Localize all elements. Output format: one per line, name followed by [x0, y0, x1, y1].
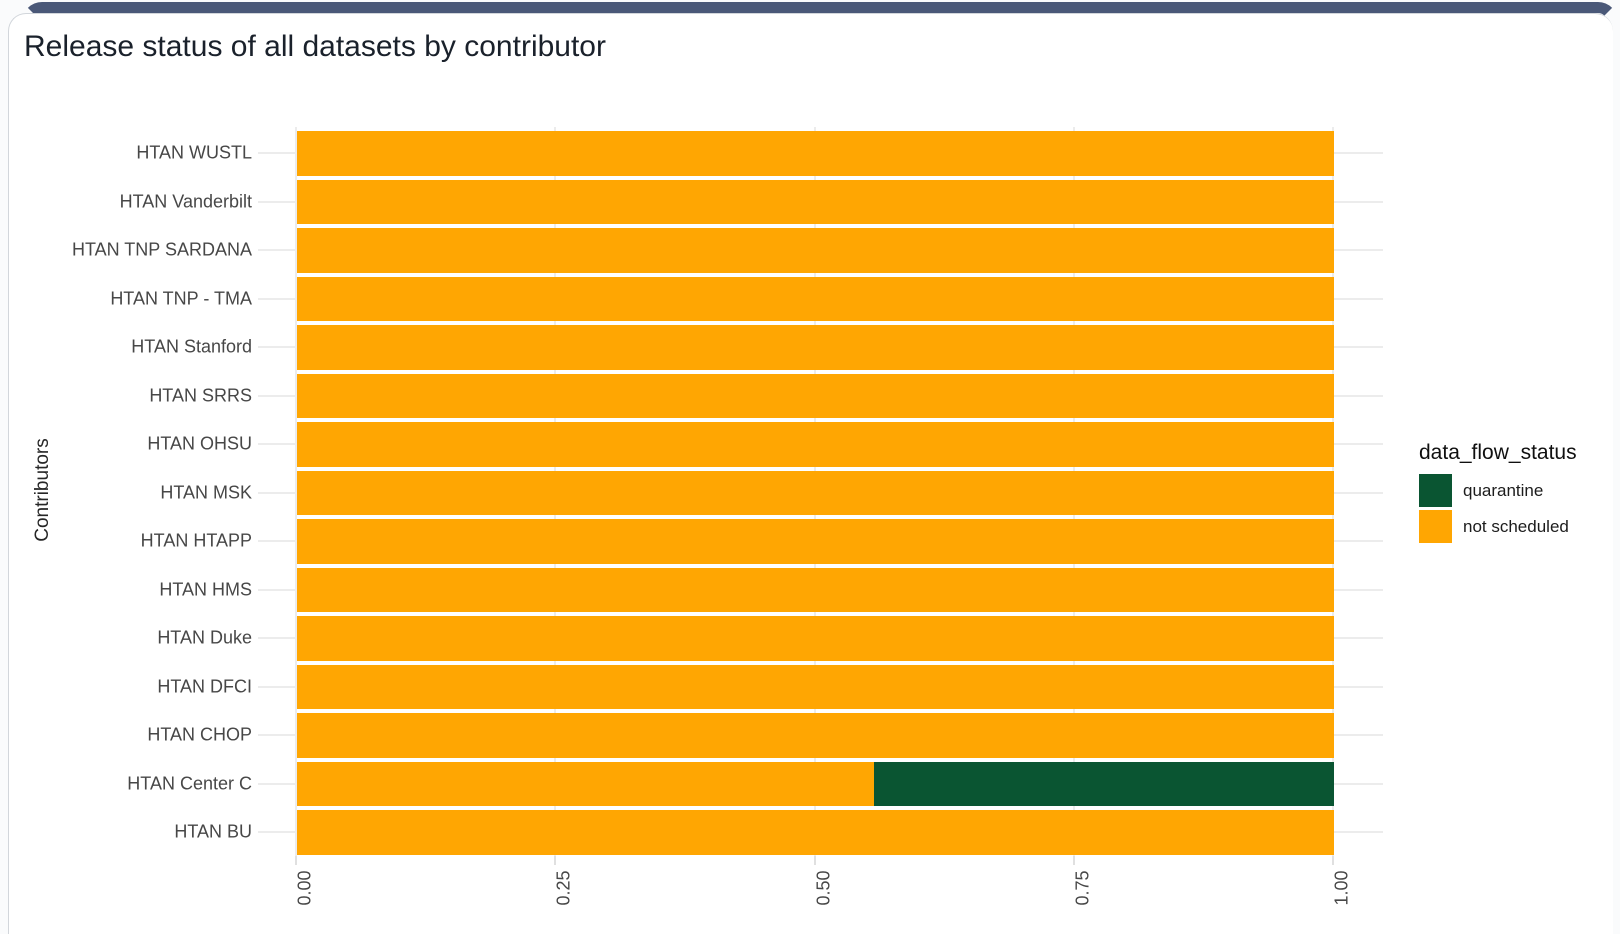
bar-segment-not-scheduled[interactable]	[297, 810, 1334, 855]
legend-entry-label: quarantine	[1463, 480, 1544, 500]
y-category-label: HTAN TNP SARDANA	[71, 239, 252, 260]
x-tick-label: 0.00	[294, 870, 315, 906]
y-category-label: HTAN SRRS	[149, 385, 252, 406]
y-category-label: HTAN HMS	[159, 579, 252, 600]
bar-segment-not-scheduled[interactable]	[297, 713, 1334, 758]
legend-entry-quarantine[interactable]: quarantine	[1419, 474, 1577, 507]
container-top-border	[22, 2, 1618, 58]
y-category-label: HTAN OHSU	[147, 433, 252, 454]
x-tick-mark	[295, 856, 297, 865]
legend-swatch-not-scheduled	[1419, 510, 1452, 543]
x-tick-mark	[1072, 856, 1075, 865]
x-tick-mark	[813, 856, 816, 865]
y-category-label: HTAN HTAPP	[140, 530, 252, 551]
bar-segment-quarantine[interactable]	[873, 761, 1334, 806]
y-category-label: HTAN Stanford	[131, 336, 252, 357]
legend-entry-not-scheduled[interactable]: not scheduled	[1419, 510, 1577, 543]
y-category-label: HTAN MSK	[160, 482, 252, 503]
bar-segment-not-scheduled[interactable]	[297, 761, 874, 806]
legend-title: data_flow_status	[1419, 441, 1577, 464]
legend: data_flow_status quarantine not scheduled	[1419, 441, 1577, 546]
y-category-label: HTAN CHOP	[147, 724, 252, 745]
x-tick-label: 0.75	[1072, 870, 1093, 906]
bar-segment-not-scheduled[interactable]	[297, 179, 1334, 224]
y-category-label: HTAN Center C	[127, 773, 252, 794]
bar-segment-not-scheduled[interactable]	[297, 664, 1334, 709]
bar-segment-not-scheduled[interactable]	[297, 616, 1334, 661]
bar-segment-not-scheduled[interactable]	[297, 470, 1334, 515]
bar-segment-not-scheduled[interactable]	[297, 567, 1334, 612]
x-tick-label: 0.25	[553, 870, 574, 906]
x-tick-label: 1.00	[1331, 870, 1352, 906]
y-category-label: HTAN DFCI	[157, 676, 252, 697]
bar-segment-not-scheduled[interactable]	[297, 519, 1334, 564]
bar-segment-not-scheduled[interactable]	[297, 422, 1334, 467]
gridline-x	[295, 127, 297, 856]
x-tick-mark	[1332, 856, 1334, 865]
y-category-label: HTAN TNP - TMA	[110, 288, 252, 309]
y-category-label: HTAN WUSTL	[136, 142, 252, 163]
bar-segment-not-scheduled[interactable]	[297, 228, 1334, 273]
y-category-label: HTAN Duke	[157, 627, 252, 648]
y-category-label: HTAN BU	[174, 821, 252, 842]
x-tick-mark	[554, 856, 557, 865]
chart-title: Release status of all datasets by contri…	[24, 30, 606, 63]
y-category-label: HTAN Vanderbilt	[119, 191, 252, 212]
legend-entry-label: not scheduled	[1463, 516, 1569, 536]
bar-segment-not-scheduled[interactable]	[297, 373, 1334, 418]
bar-segment-not-scheduled[interactable]	[297, 131, 1334, 176]
bar-segment-not-scheduled[interactable]	[297, 325, 1334, 370]
bar-segment-not-scheduled[interactable]	[297, 276, 1334, 321]
legend-swatch-quarantine	[1419, 474, 1452, 507]
x-tick-label: 0.50	[813, 870, 833, 906]
